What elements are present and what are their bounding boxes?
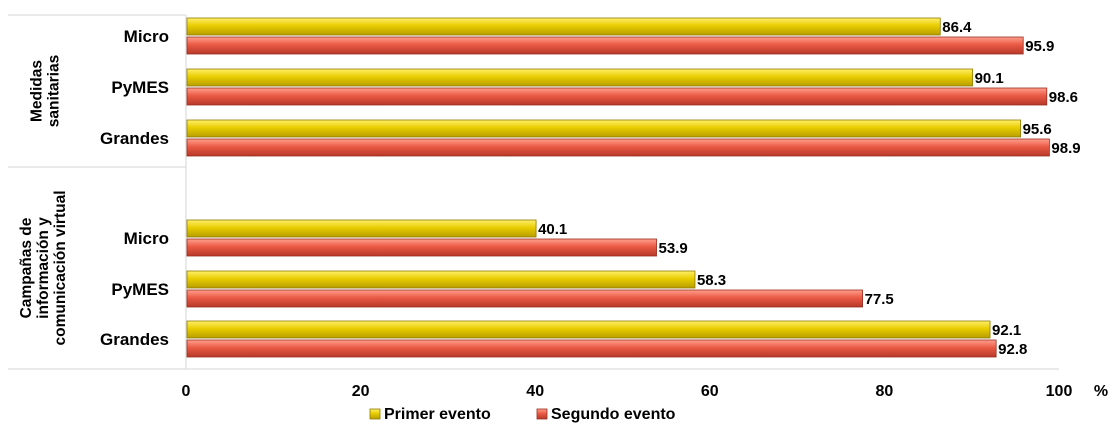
bar xyxy=(186,119,1021,138)
group-label: Campañas deinformación ycomunicación vir… xyxy=(18,190,69,345)
category-label: Micro xyxy=(124,27,169,46)
data-label: 92.8 xyxy=(998,341,1027,358)
data-label: 98.9 xyxy=(1051,140,1080,157)
category-label: Grandes xyxy=(100,330,169,349)
legend-swatch xyxy=(369,408,381,420)
bar xyxy=(186,68,973,87)
legend-label: Primer evento xyxy=(384,406,491,423)
bar xyxy=(186,238,657,257)
data-label: 58.3 xyxy=(697,272,726,289)
bar xyxy=(186,36,1024,55)
category-label: PyMES xyxy=(111,280,169,299)
x-tick-label: 100 xyxy=(1046,383,1073,400)
x-unit-label: % xyxy=(1094,383,1108,400)
data-label: 90.1 xyxy=(975,70,1004,87)
group-label-line: información y xyxy=(35,217,52,319)
bar xyxy=(186,270,696,289)
legend-item: Segundo evento xyxy=(536,406,676,423)
category-label: Grandes xyxy=(100,129,169,148)
bar xyxy=(186,17,941,36)
bar xyxy=(186,87,1048,106)
data-label: 95.9 xyxy=(1025,38,1054,55)
bar xyxy=(186,289,863,308)
legend-swatch xyxy=(536,408,548,420)
group-label-line: Medidas xyxy=(29,60,46,122)
bar xyxy=(186,219,537,238)
category-label: PyMES xyxy=(111,78,169,97)
x-tick-label: 80 xyxy=(876,383,894,400)
x-tick-label: 20 xyxy=(352,383,370,400)
bar xyxy=(186,320,991,339)
data-label: 95.6 xyxy=(1023,121,1052,138)
x-tick-label: 40 xyxy=(526,383,544,400)
x-tick-label: 0 xyxy=(182,383,191,400)
data-label: 98.6 xyxy=(1049,89,1078,106)
legend-item: Primer evento xyxy=(369,406,491,423)
data-label: 86.4 xyxy=(942,19,972,36)
bar xyxy=(186,339,997,358)
legend-label: Segundo evento xyxy=(551,406,676,423)
data-label: 40.1 xyxy=(538,221,567,238)
group-label-line: sanitarias xyxy=(46,55,63,127)
group-label-line: comunicación virtual xyxy=(52,190,69,345)
data-label: 92.1 xyxy=(992,322,1021,339)
x-tick-label: 60 xyxy=(701,383,719,400)
group-label-line: Campañas de xyxy=(18,217,35,318)
bar xyxy=(186,138,1050,157)
group-label: Medidassanitarias xyxy=(29,55,63,127)
data-label: 53.9 xyxy=(659,240,688,257)
category-label: Micro xyxy=(124,229,169,248)
data-label: 77.5 xyxy=(865,291,894,308)
